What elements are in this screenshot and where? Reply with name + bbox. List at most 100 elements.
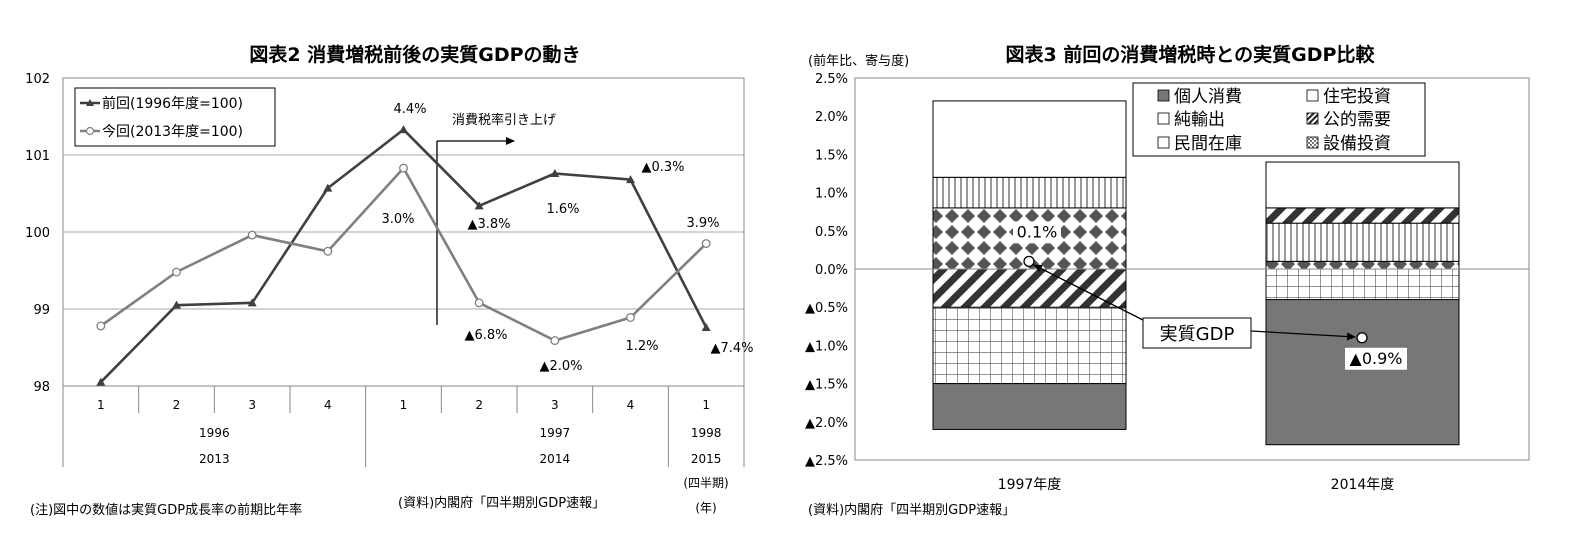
chart1-circle-point bbox=[399, 163, 408, 173]
chart1-year-label: 1996 bbox=[199, 426, 230, 440]
chart1-quarter-label: 2 bbox=[173, 398, 181, 412]
legend-box-2 bbox=[1132, 82, 1426, 157]
chart1-series bbox=[96, 125, 711, 386]
chart1-year-label: 2014 bbox=[540, 452, 571, 466]
legend-public: 公的需要 bbox=[1323, 110, 1391, 130]
chart1-plot-area bbox=[62, 77, 745, 387]
chart2-y-tick-label: ▲0.5% bbox=[805, 301, 848, 316]
chart1-data-label: ▲0.3% bbox=[641, 160, 684, 175]
chart1-y-tick-label: 99 bbox=[33, 303, 50, 318]
legend-label-prev: 前回(1996年度=100) bbox=[102, 95, 243, 112]
gdp-point bbox=[1023, 255, 1035, 268]
chart1-circle-point bbox=[550, 336, 560, 346]
legend-swatch-capex bbox=[1306, 136, 1319, 149]
legend-capex: 設備投資 bbox=[1323, 134, 1391, 154]
chart2-y-axis: 2.5% 2.0% 1.5% 1.0% 0.5% 0.0% ▲0.5% ▲1.0% ▲1.5% ▲… bbox=[805, 72, 848, 469]
chart1-circle-point bbox=[626, 313, 635, 322]
chart1-data-label: ▲6.8% bbox=[464, 328, 507, 343]
chart1-y-tick-label: 102 bbox=[25, 72, 50, 87]
chart1-quarter-label: 4 bbox=[324, 398, 332, 412]
chart1-data-label: ▲7.4% bbox=[710, 341, 753, 356]
chart1-year-label: (年) bbox=[695, 501, 716, 515]
chart2-title: 図表3 前回の消費増税時との実質GDP比較 bbox=[1006, 43, 1376, 66]
chart2-category-label: 1997年度 bbox=[998, 477, 1062, 493]
bar-segment-純輸出 bbox=[1265, 161, 1460, 209]
chart1-quarter-label: 1 bbox=[97, 398, 105, 412]
chart2-source: (資料)内閣府「四半期別GDP速報」 bbox=[808, 502, 1015, 518]
bar-segment-民間在庫 bbox=[1265, 268, 1460, 301]
chart1-source: (資料)内閣府「四半期別GDP速報」 bbox=[398, 495, 605, 511]
legend-swatch-personal bbox=[1157, 89, 1170, 102]
chart1-y-tick-label: 101 bbox=[25, 149, 50, 164]
event-marker: 消費税率引き上げ bbox=[436, 112, 556, 325]
chart2-y-tick-label: ▲1.5% bbox=[805, 378, 848, 393]
gdp-point bbox=[1356, 332, 1368, 344]
chart1-circle-point bbox=[247, 230, 257, 240]
gdp-label: ▲0.9% bbox=[1350, 349, 1403, 368]
chart2-y-tick-label: 0.5% bbox=[815, 225, 848, 240]
bar-segment-個人消費 bbox=[932, 383, 1127, 430]
chart1-data-label: ▲2.0% bbox=[539, 359, 582, 374]
gdp-callout-label: 実質GDP bbox=[1160, 324, 1235, 345]
chart2-y-tick-label: 1.0% bbox=[815, 187, 848, 202]
legend-personal: 個人消費 bbox=[1174, 87, 1242, 107]
chart1-y-axis: 102 101 100 99 98 bbox=[25, 72, 50, 395]
chart1-data-label: 3.9% bbox=[686, 216, 719, 231]
chart2-y-tick-label: ▲2.0% bbox=[805, 416, 848, 431]
chart1-circle-point bbox=[96, 321, 106, 331]
chart1-legend: 前回(1996年度=100) 今回(2013年度=100) bbox=[74, 87, 276, 147]
chart2-category-label: 2014年度 bbox=[1331, 477, 1395, 493]
gdp-arrow-2014 bbox=[1250, 330, 1356, 341]
gdp-label-background bbox=[1013, 221, 1061, 244]
gdp-markers: 0.1% ▲0.9% bbox=[1013, 221, 1407, 370]
bar-segment-個人消費 bbox=[1265, 299, 1460, 446]
line-chart: 図表2 消費増税前後の実質GDPの動き 102 101 100 99 98 1 2 3 4 1 2… bbox=[25, 43, 753, 518]
chart2-bars bbox=[932, 100, 1460, 446]
chart1-circle-point bbox=[701, 239, 711, 248]
gdp-label: 0.1% bbox=[1017, 222, 1058, 241]
chart1-triangle-point bbox=[474, 201, 484, 210]
chart1-y-tick-label: 100 bbox=[25, 226, 50, 241]
chart1-year-label: 1998 bbox=[691, 426, 722, 440]
legend-swatch-inventory bbox=[1157, 136, 1170, 149]
chart1-note: (注)図中の数値は実質GDP成長率の前期比年率 bbox=[30, 502, 302, 518]
legend-housing: 住宅投資 bbox=[1323, 87, 1391, 107]
chart1-year-label: 1997 bbox=[540, 426, 571, 440]
legend-box bbox=[74, 87, 276, 147]
bar-segment-民間在庫 bbox=[932, 306, 1127, 385]
gdp-arrow-1997 bbox=[1033, 264, 1144, 321]
bar-segment-住宅投資 bbox=[1265, 260, 1460, 270]
chart2-y-tick-label: 2.0% bbox=[815, 110, 848, 125]
chart1-annotations: 4.4% 3.0% ▲3.8% 1.6% ▲0.3% 3.9% ▲6.8% ▲2.0% 1.2%… bbox=[381, 102, 753, 374]
chart1-triangle-point bbox=[701, 322, 711, 331]
chart2-y-tick-label: 1.5% bbox=[815, 148, 848, 163]
chart1-data-label: 1.2% bbox=[625, 339, 658, 354]
chart1-data-label: ▲3.8% bbox=[467, 217, 510, 232]
chart1-x-axis: 1 2 3 4 1 2 3 4 1 1996 1997 1998 2013 2014 2015 bbox=[62, 386, 745, 467]
legend-circle-marker bbox=[85, 126, 95, 136]
chart2-y-tick-label: 2.5% bbox=[815, 72, 848, 87]
legend-swatch-public bbox=[1306, 112, 1319, 125]
bar-segment-設備投資 bbox=[932, 176, 1127, 209]
chart2-y-tick-label: ▲2.5% bbox=[805, 454, 848, 469]
chart1-year-label: 2015 bbox=[691, 452, 722, 466]
gdp-callout-box bbox=[1142, 317, 1252, 349]
chart1-triangle-point bbox=[626, 175, 635, 184]
bar-segment-公的需要 bbox=[932, 268, 1127, 308]
chart1-triangle-point bbox=[399, 125, 408, 134]
chart1-quarter-label: 2 bbox=[475, 398, 483, 412]
chart1-circle-point bbox=[172, 267, 181, 277]
chart2-x-axis: 1997年度 2014年度 bbox=[998, 477, 1395, 493]
chart1-data-label: 4.4% bbox=[393, 102, 426, 117]
legend-triangle-marker bbox=[86, 99, 94, 106]
stacked-bar-chart: 図表3 前回の消費増税時との実質GDP比較 (前年比、寄与度) 2.5% 2.0%… bbox=[805, 43, 1530, 518]
chart1-triangle-point bbox=[172, 300, 181, 309]
legend-swatch-net-exports bbox=[1157, 112, 1170, 125]
legend-net-exports: 純輸出 bbox=[1174, 110, 1225, 130]
chart1-triangle-point bbox=[247, 298, 257, 307]
chart2-y-tick-label: ▲1.0% bbox=[805, 339, 848, 354]
bar-segment-公的需要 bbox=[1265, 207, 1460, 224]
chart2-y-label: (前年比、寄与度) bbox=[808, 53, 909, 69]
chart1-circle-point bbox=[323, 246, 333, 256]
